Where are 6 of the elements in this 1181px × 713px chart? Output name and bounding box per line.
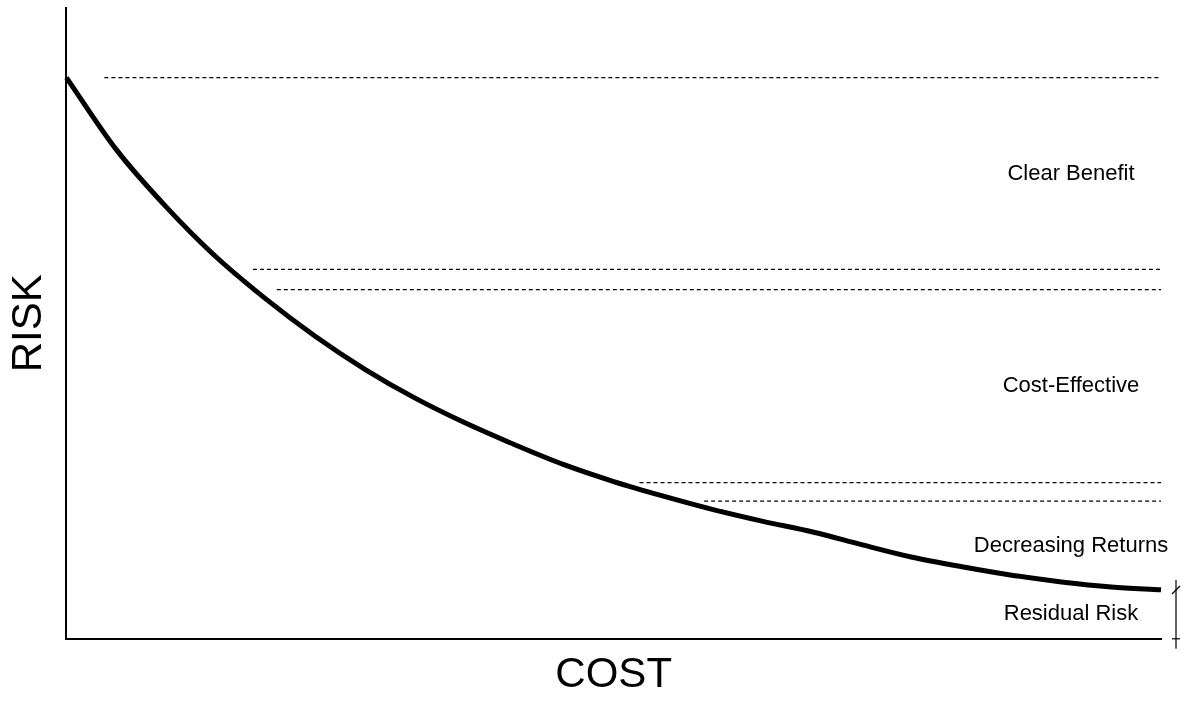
- annotation: Decreasing Returns: [973, 531, 1169, 557]
- x-axis-title: COST: [555, 649, 673, 697]
- annotation: Clear Benefit: [1007, 159, 1135, 185]
- annotation: Cost-Effective: [1002, 372, 1140, 398]
- annotation: Residual Risk: [1003, 600, 1140, 626]
- y-axis-title: RISK: [2, 274, 50, 373]
